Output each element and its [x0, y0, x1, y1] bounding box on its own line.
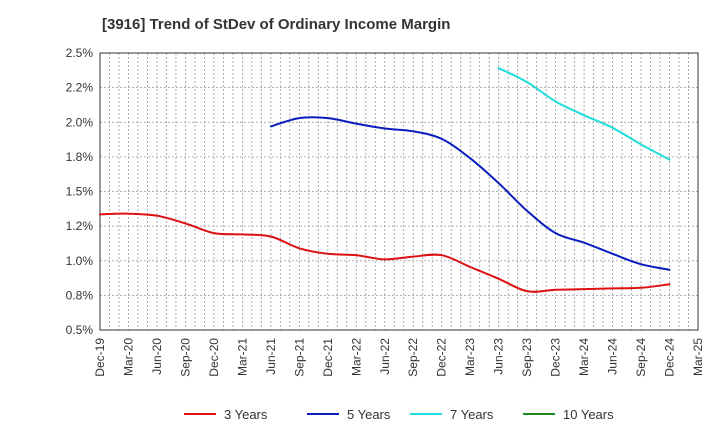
- y-tick-label: 1.0%: [66, 254, 94, 268]
- y-axis: 0.5% 0.8% 1.0% 1.2% 1.5% 1.8% 2.0% 2.2% 2.5%: [66, 46, 94, 337]
- x-tick-label: Dec-19: [93, 338, 107, 377]
- y-tick-label: 0.8%: [66, 288, 94, 302]
- x-tick-label: Dec-24: [663, 338, 677, 377]
- y-tick-label: 2.0%: [66, 115, 94, 129]
- y-tick-label: 0.5%: [66, 323, 94, 337]
- x-axis: Dec-19 Mar-20 Jun-20 Sep-20 Dec-20 Mar-21 Jun-…: [93, 338, 705, 377]
- x-tick-label: Jun-23: [492, 338, 506, 375]
- x-tick-label: Mar-25: [691, 338, 705, 376]
- legend-label-5-years: 5 Years: [347, 407, 391, 422]
- chart-title: [3916] Trend of StDev of Ordinary Income…: [102, 16, 450, 33]
- x-tick-label: Jun-21: [264, 338, 278, 375]
- legend-label-7-years: 7 Years: [450, 407, 494, 422]
- x-tick-label: Dec-23: [549, 338, 563, 377]
- x-tick-label: Mar-20: [121, 338, 135, 376]
- y-tick-label: 2.5%: [66, 46, 94, 60]
- y-tick-label: 1.2%: [66, 219, 94, 233]
- x-tick-label: Sep-22: [406, 338, 420, 377]
- x-tick-label: Mar-21: [235, 338, 249, 376]
- x-tick-label: Dec-20: [207, 338, 221, 377]
- legend-label-10-years: 10 Years: [563, 407, 614, 422]
- legend: 3 Years 5 Years 7 Years 10 Years: [184, 407, 614, 422]
- series-lines: [99, 67, 671, 293]
- x-tick-label: Mar-24: [577, 338, 591, 376]
- x-tick-label: Dec-21: [321, 338, 335, 377]
- x-tick-label: Sep-20: [178, 338, 192, 377]
- series-line-7-years: [497, 67, 671, 161]
- x-tick-label: Jun-24: [606, 338, 620, 375]
- x-tick-label: Sep-23: [520, 338, 534, 377]
- x-tick-label: Dec-22: [435, 338, 449, 377]
- x-tick-label: Mar-22: [349, 338, 363, 376]
- x-tick-label: Sep-21: [292, 338, 306, 377]
- y-tick-label: 2.2%: [66, 81, 94, 95]
- plot-area: [99, 52, 699, 331]
- x-tick-label: Sep-24: [634, 338, 648, 377]
- x-tick-label: Jun-20: [150, 338, 164, 375]
- series-line-3-years: [99, 212, 671, 293]
- legend-label-3-years: 3 Years: [224, 407, 268, 422]
- y-tick-label: 1.8%: [66, 150, 94, 164]
- x-tick-label: Mar-23: [463, 338, 477, 376]
- y-tick-label: 1.5%: [66, 185, 94, 199]
- x-tick-label: Jun-22: [378, 338, 392, 375]
- series-line-5-years: [269, 116, 671, 271]
